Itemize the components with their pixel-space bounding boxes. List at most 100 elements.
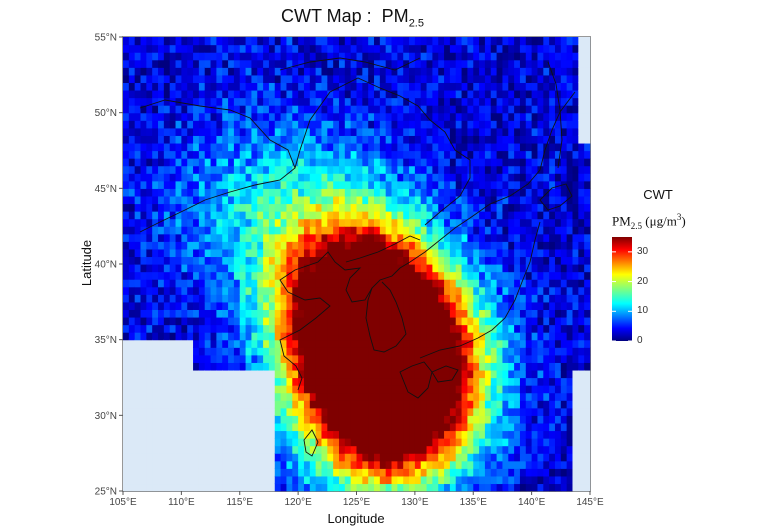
grid-cell <box>467 233 474 242</box>
grid-cell <box>391 468 398 477</box>
grid-cell <box>123 453 130 462</box>
grid-cell <box>222 203 229 212</box>
grid-cell <box>333 385 340 394</box>
grid-cell <box>338 173 346 182</box>
grid-cell <box>280 438 288 447</box>
grid-cell <box>438 460 445 469</box>
grid-cell <box>274 332 282 341</box>
grid-cell <box>426 415 433 424</box>
grid-cell <box>158 407 165 416</box>
grid-cell <box>344 226 352 235</box>
grid-cell <box>519 430 527 439</box>
grid-cell <box>286 211 293 220</box>
grid-cell <box>449 445 457 454</box>
grid-cell <box>274 127 282 136</box>
grid-cell <box>519 142 527 152</box>
grid-cell <box>239 422 247 432</box>
grid-cell <box>268 445 276 454</box>
grid-cell <box>479 173 486 182</box>
grid-cell <box>350 150 358 159</box>
grid-cell <box>344 105 352 114</box>
grid-cell <box>374 180 381 189</box>
grid-cell <box>537 203 544 212</box>
grid-cell <box>362 339 369 348</box>
grid-cell <box>333 165 340 174</box>
grid-cell <box>333 82 340 91</box>
grid-cell <box>128 158 136 167</box>
grid-cell <box>543 271 550 280</box>
grid-cell <box>210 294 217 303</box>
grid-cell <box>543 127 550 136</box>
grid-cell <box>432 286 439 295</box>
grid-cell <box>280 453 288 462</box>
grid-cell <box>198 271 206 280</box>
grid-cell <box>391 44 398 53</box>
grid-cell <box>391 188 398 197</box>
grid-cell <box>537 44 544 53</box>
grid-cell <box>420 59 428 68</box>
grid-cell <box>473 105 480 114</box>
grid-cell <box>467 150 474 159</box>
grid-cell <box>362 44 369 53</box>
grid-cell <box>169 377 177 386</box>
grid-cell <box>543 286 550 295</box>
grid-cell <box>163 211 171 220</box>
grid-cell <box>502 52 509 61</box>
grid-cell <box>426 188 433 197</box>
grid-cell <box>338 105 346 114</box>
grid-cell <box>286 158 293 167</box>
grid-cell <box>391 241 398 250</box>
grid-cell <box>152 97 159 106</box>
grid-cell <box>514 203 521 212</box>
grid-cell <box>455 354 463 363</box>
grid-cell <box>198 339 206 348</box>
grid-cell <box>181 271 188 280</box>
grid-cell <box>303 248 311 258</box>
grid-cell <box>560 354 568 363</box>
grid-cell <box>303 44 311 53</box>
grid-cell <box>198 286 206 295</box>
grid-cell <box>321 286 328 295</box>
grid-cell <box>134 271 142 280</box>
grid-cell <box>338 241 346 250</box>
grid-cell <box>134 150 142 159</box>
grid-cell <box>374 97 381 106</box>
grid-cell <box>409 248 416 258</box>
grid-cell <box>426 483 433 492</box>
grid-cell <box>391 279 398 288</box>
grid-cell <box>414 248 422 258</box>
grid-cell <box>525 226 533 235</box>
grid-cell <box>216 158 223 167</box>
grid-cell <box>444 347 451 356</box>
grid-cell <box>163 226 171 235</box>
grid-cell <box>228 385 235 394</box>
grid-cell <box>268 309 276 318</box>
grid-cell <box>327 468 334 477</box>
grid-cell <box>175 226 182 235</box>
grid-cell <box>560 241 568 250</box>
grid-cell <box>128 347 136 356</box>
grid-cell <box>134 37 142 46</box>
grid-cell <box>514 354 521 363</box>
grid-cell <box>128 74 136 83</box>
grid-cell <box>449 407 457 416</box>
grid-cell <box>420 392 428 401</box>
grid-cell <box>163 354 171 363</box>
grid-cell <box>198 226 206 235</box>
grid-cell <box>303 165 311 174</box>
grid-cell <box>385 195 393 205</box>
grid-cell <box>158 430 165 439</box>
grid-cell <box>263 354 270 363</box>
grid-cell <box>123 74 130 83</box>
grid-cell <box>426 347 433 356</box>
grid-cell <box>327 339 334 348</box>
grid-cell <box>356 354 363 363</box>
grid-cell <box>233 82 241 91</box>
grid-cell <box>140 430 147 439</box>
grid-cell <box>496 279 504 288</box>
grid-cell <box>420 256 428 265</box>
grid-cell <box>233 97 241 106</box>
grid-cell <box>245 279 253 288</box>
grid-cell <box>414 97 422 106</box>
grid-cell <box>146 422 153 432</box>
